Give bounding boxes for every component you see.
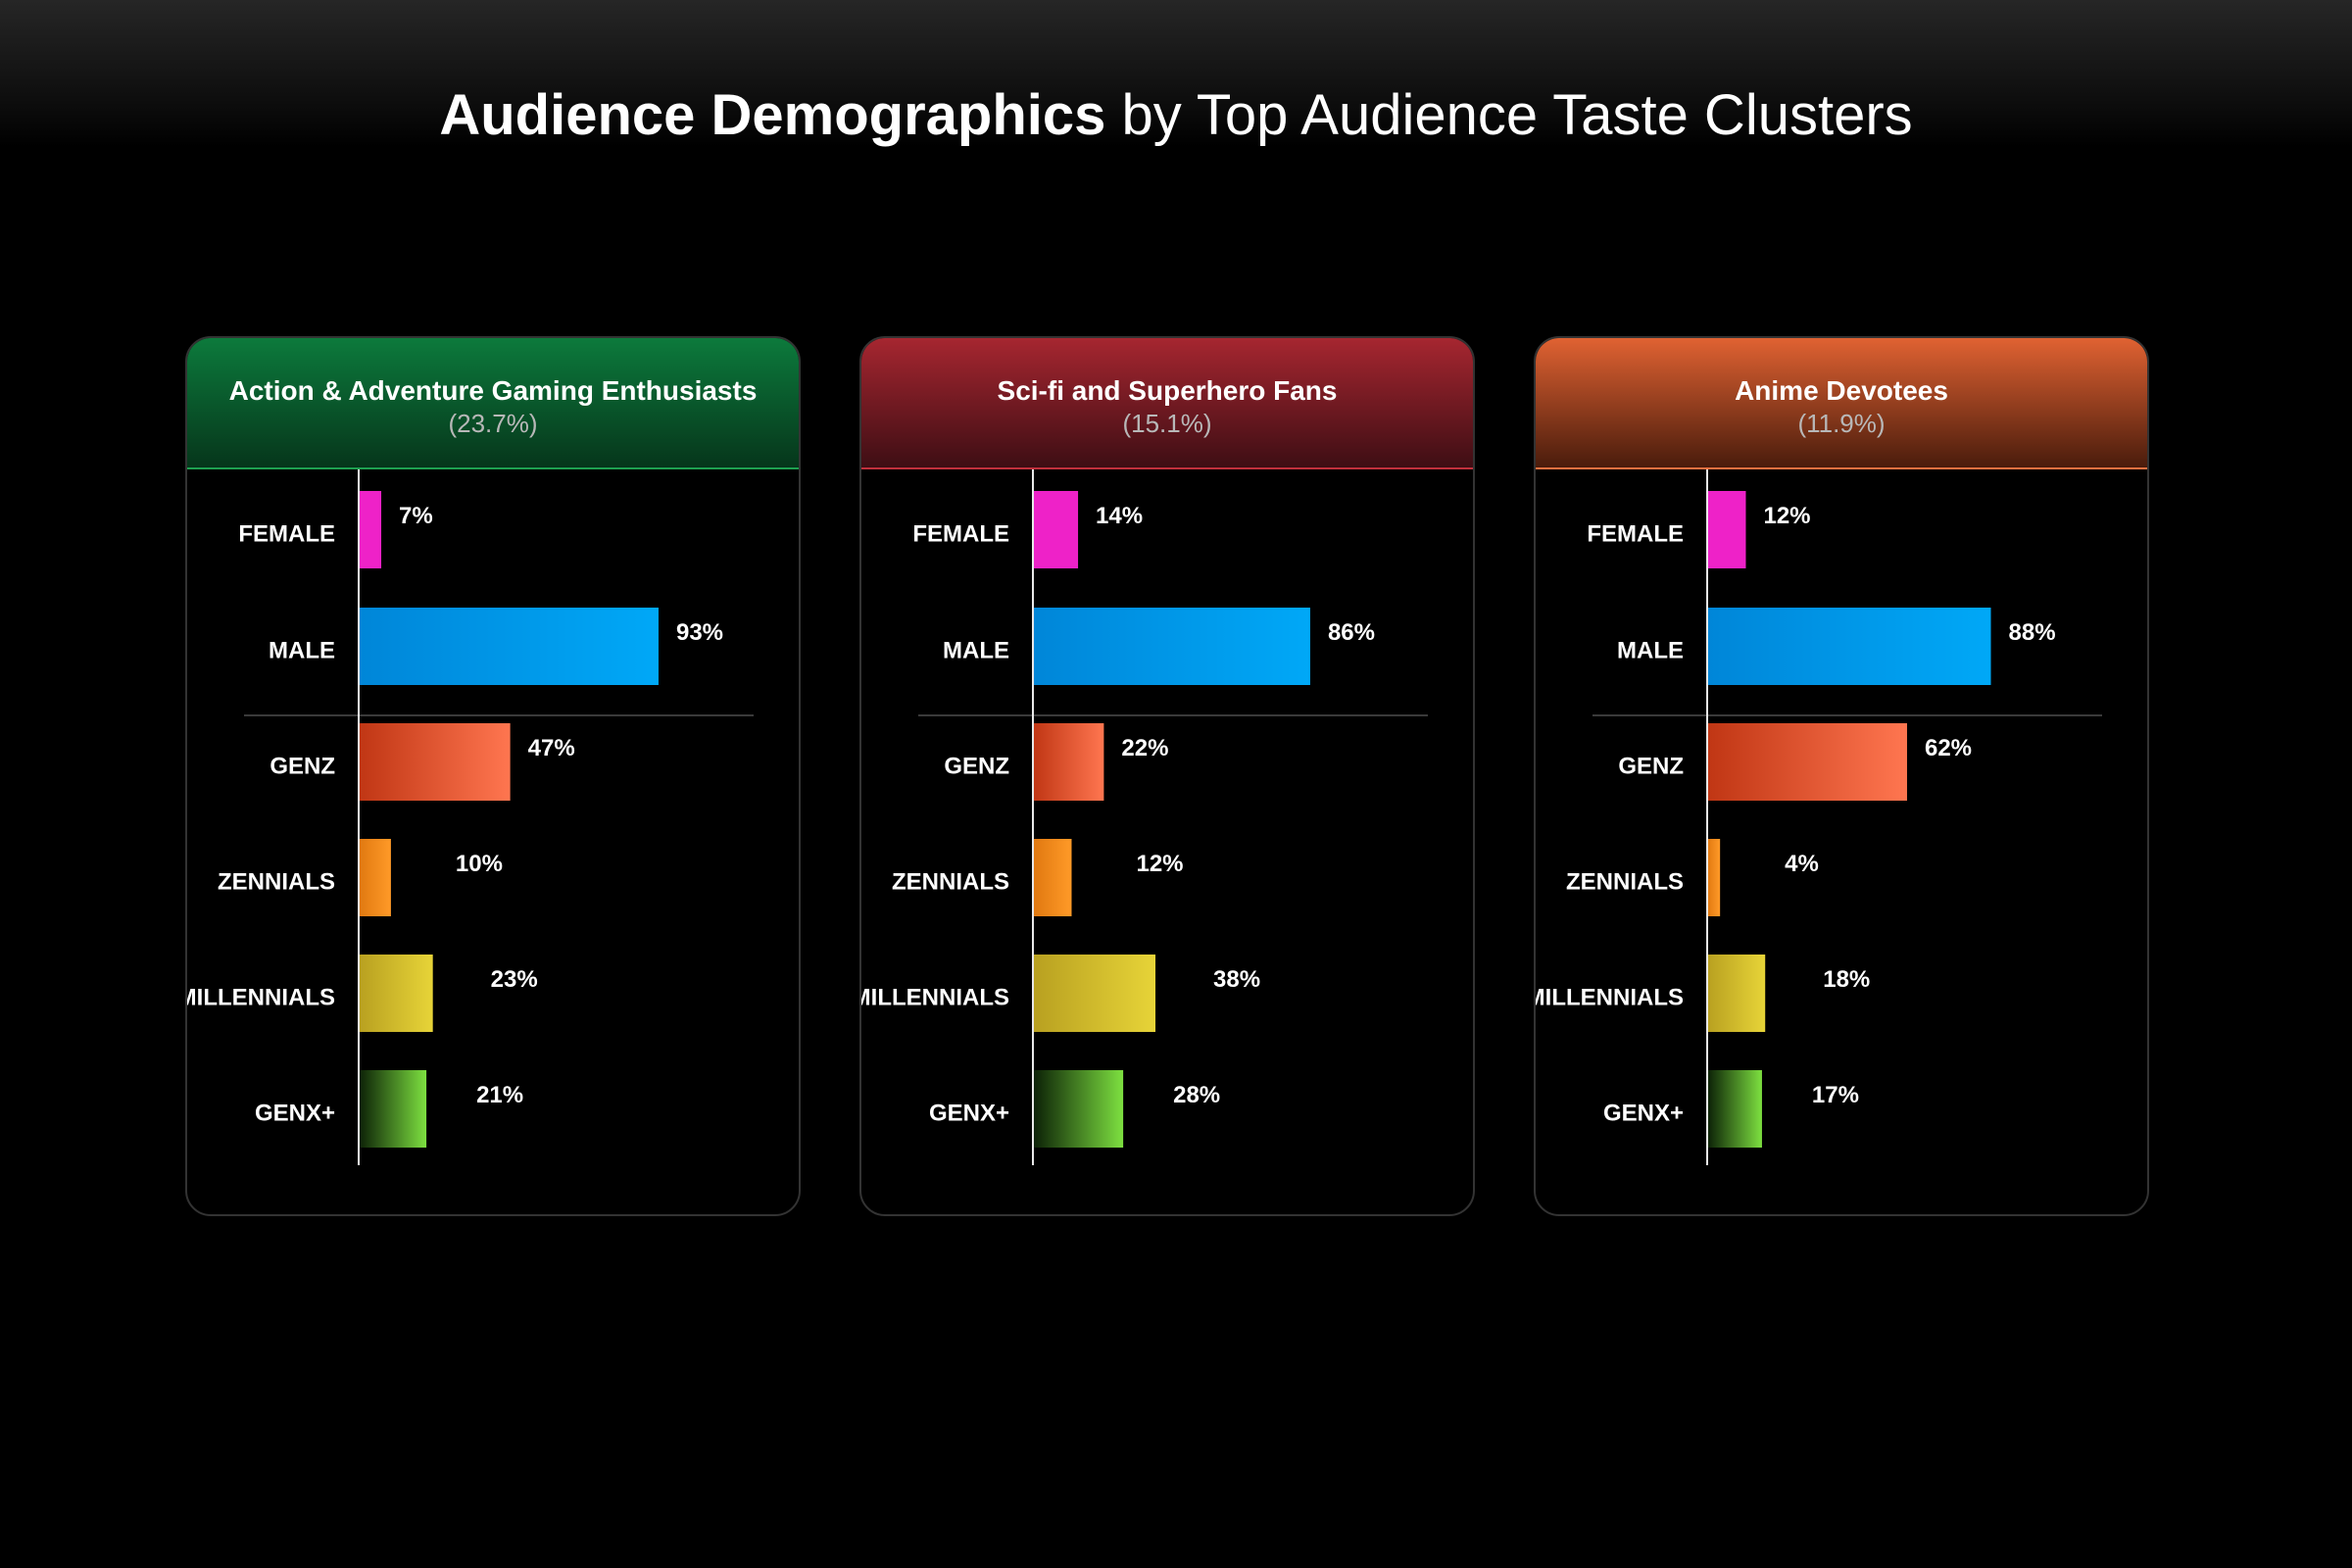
- panel-share: (11.9%): [1797, 409, 1886, 438]
- value-label: 93%: [676, 619, 723, 646]
- panel-title: Anime Devotees: [1735, 375, 1948, 406]
- bar-millennials: [1707, 955, 1766, 1032]
- bar-female: [1033, 491, 1079, 568]
- category-label: FEMALE: [238, 521, 335, 548]
- panel-title: Action & Adventure Gaming Enthusiasts: [228, 375, 758, 406]
- bar-male: [359, 608, 659, 685]
- category-label: MILLENNIALS: [187, 985, 335, 1011]
- category-label: GENX+: [1603, 1101, 1684, 1127]
- page-title-rest: by Top Audience Taste Clusters: [1105, 83, 1913, 147]
- bar-genz: [1033, 723, 1104, 801]
- bar-genx: [1033, 1070, 1124, 1148]
- category-label: ZENNIALS: [892, 869, 1009, 896]
- category-label: GENZ: [270, 754, 335, 780]
- page-title: Audience Demographics by Top Audience Ta…: [0, 80, 2352, 151]
- value-label: 88%: [2009, 619, 2056, 646]
- value-label: 14%: [1096, 503, 1143, 529]
- value-label: 4%: [1785, 851, 1819, 877]
- panel-header: Anime Devotees (11.9%): [1536, 338, 2147, 469]
- bar-chart: FEMALE 14% MALE 86% GENZ 22% ZENNIALS 12% MILLEN…: [861, 469, 1428, 1165]
- value-label: 17%: [1812, 1082, 1859, 1108]
- value-label: 18%: [1823, 966, 1870, 993]
- category-label: MALE: [943, 638, 1009, 664]
- category-label: FEMALE: [1587, 521, 1684, 548]
- bar-millennials: [359, 955, 433, 1032]
- bar-millennials: [1033, 955, 1156, 1032]
- chart-panel-action-adventure: Action & Adventure Gaming Enthusiasts (2…: [185, 336, 801, 1216]
- bar-male: [1033, 608, 1310, 685]
- category-label: ZENNIALS: [1566, 869, 1684, 896]
- category-label: GENZ: [944, 754, 1009, 780]
- category-label: MALE: [1617, 638, 1684, 664]
- value-label: 22%: [1121, 735, 1168, 761]
- bar-female: [1707, 491, 1746, 568]
- header-background: [0, 0, 2352, 147]
- page-title-bold: Audience Demographics: [439, 83, 1106, 147]
- panel-share: (15.1%): [1122, 409, 1212, 438]
- category-label: MILLENNIALS: [1536, 985, 1684, 1011]
- category-label: GENZ: [1618, 754, 1684, 780]
- value-label: 12%: [1763, 503, 1810, 529]
- bar-female: [359, 491, 382, 568]
- category-label: GENX+: [255, 1101, 335, 1127]
- value-label: 12%: [1136, 851, 1183, 877]
- panel-header: Action & Adventure Gaming Enthusiasts (2…: [187, 338, 799, 469]
- value-label: 47%: [528, 735, 575, 761]
- bar-genx: [1707, 1070, 1762, 1148]
- bar-genz: [359, 723, 511, 801]
- value-label: 21%: [476, 1082, 523, 1108]
- panel-title: Sci-fi and Superhero Fans: [997, 375, 1338, 406]
- value-label: 86%: [1328, 619, 1375, 646]
- category-label: MALE: [269, 638, 335, 664]
- value-label: 62%: [1925, 735, 1972, 761]
- value-label: 38%: [1213, 966, 1260, 993]
- value-label: 23%: [491, 966, 538, 993]
- value-label: 7%: [399, 503, 433, 529]
- bar-zennials: [1707, 839, 1721, 916]
- chart-panel-scifi-superhero: Sci-fi and Superhero Fans (15.1%) FEMALE…: [859, 336, 1475, 1216]
- value-label: 10%: [456, 851, 503, 877]
- bar-genx: [359, 1070, 427, 1148]
- category-label: MILLENNIALS: [861, 985, 1009, 1011]
- bar-male: [1707, 608, 1991, 685]
- bar-chart: FEMALE 12% MALE 88% GENZ 62% ZENNIALS 4% MILLENN…: [1536, 469, 2102, 1165]
- chart-panel-anime: Anime Devotees (11.9%) FEMALE 12% MALE 88% G…: [1534, 336, 2149, 1216]
- panel-share: (23.7%): [448, 409, 538, 438]
- bar-zennials: [1033, 839, 1072, 916]
- bar-chart: FEMALE 7% MALE 93% GENZ 47% ZENNIALS 10% MILLENN…: [187, 469, 754, 1165]
- bar-genz: [1707, 723, 1907, 801]
- bar-zennials: [359, 839, 391, 916]
- category-label: ZENNIALS: [218, 869, 335, 896]
- panel-header: Sci-fi and Superhero Fans (15.1%): [861, 338, 1473, 469]
- value-label: 28%: [1173, 1082, 1220, 1108]
- category-label: GENX+: [929, 1101, 1009, 1127]
- category-label: FEMALE: [912, 521, 1009, 548]
